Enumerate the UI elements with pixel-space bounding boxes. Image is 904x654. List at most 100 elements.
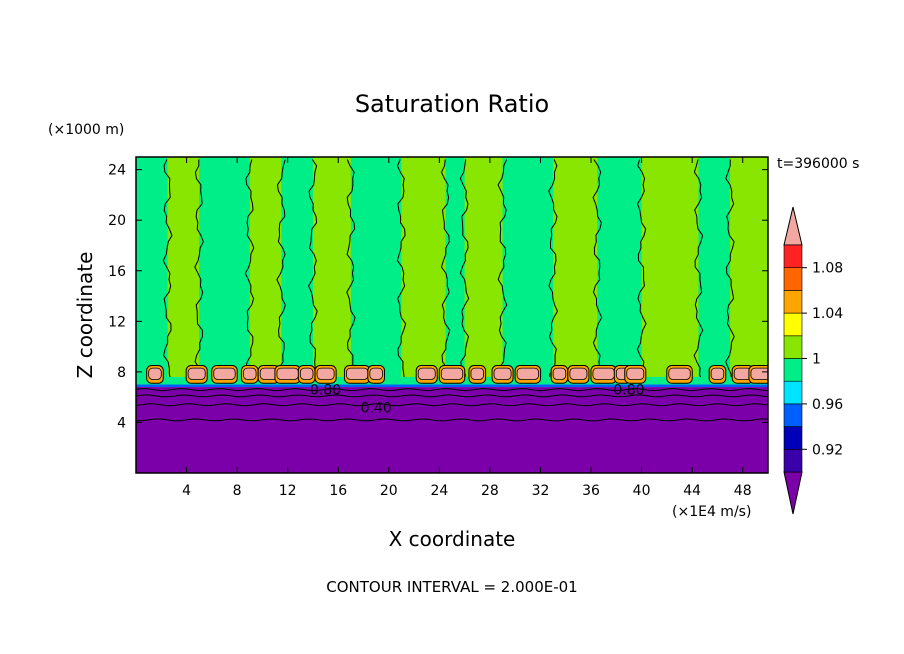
cloud-cell [316, 367, 335, 380]
x-tick-label: 20 [380, 483, 398, 499]
cloud-cell [710, 367, 725, 380]
colorbar-tick-label: 1.04 [812, 306, 843, 322]
contour-line [459, 159, 470, 388]
contour-line [276, 159, 286, 388]
cloud-cell [470, 367, 484, 380]
cloud-cell [417, 367, 436, 380]
colorbar-upper-triangle [783, 206, 803, 246]
field-column [312, 157, 352, 388]
cloud-cell [187, 367, 206, 380]
y-tick-label: 16 [108, 264, 126, 280]
cloud-cell [750, 367, 768, 380]
field-column [136, 157, 169, 388]
contour-label: 0.40 [361, 400, 392, 416]
cloud-cell [213, 367, 236, 380]
contour-line [592, 159, 603, 388]
x-axis-label: X coordinate [389, 527, 516, 551]
contour-line [194, 159, 204, 388]
x-tick-label: 28 [481, 483, 499, 499]
chart-title: Saturation Ratio [355, 90, 549, 118]
field-column [464, 157, 504, 388]
cloud-cell [299, 367, 314, 380]
cloud-cell [276, 367, 299, 380]
field-column [641, 157, 699, 388]
y-tick-label: 8 [117, 365, 126, 381]
contour-line [725, 159, 735, 388]
cloud-cell [552, 367, 567, 380]
colorbar-swatch [783, 335, 803, 359]
x-tick-label: 48 [734, 483, 752, 499]
x-unit-label: (×1E4 m/s) [672, 504, 751, 520]
colorbar-swatch [783, 290, 803, 314]
field-column [249, 157, 282, 388]
x-tick-label: 16 [329, 483, 347, 499]
y-tick-label: 24 [108, 163, 126, 179]
x-tick-label: 40 [633, 483, 651, 499]
colorbar-swatch [783, 403, 803, 427]
cloud-cell [592, 367, 615, 380]
cloud-cell [626, 367, 645, 380]
transition-band-base [136, 384, 768, 388]
contour-line [346, 159, 356, 388]
x-tick-label: 8 [233, 483, 242, 499]
y-tick-label: 12 [108, 314, 126, 330]
cloud-cell [346, 367, 369, 380]
colorbar-swatch [783, 267, 803, 291]
contour-labels: 0.80 0.40 0.80 [310, 383, 645, 417]
time-label: t=396000 s [777, 156, 859, 172]
colorbar-tick-label: 1 [812, 352, 821, 368]
cloud-cell [493, 367, 512, 380]
x-axis-ticks: 4 8 12 16 20 24 28 32 36 40 44 48 [182, 157, 752, 499]
field-column [167, 157, 200, 388]
field-column [597, 157, 643, 388]
cloud-cell [516, 367, 539, 380]
cloud-cell [148, 367, 162, 380]
plot-frame [135, 156, 769, 474]
contour-line [162, 159, 173, 388]
contour-line [136, 388, 768, 392]
x-tick-label: 44 [683, 483, 701, 499]
colorbar: 0.92 0.96 1 1.04 1.08 [783, 206, 843, 515]
contour-line [497, 159, 508, 388]
colorbar-tick-label: 0.92 [812, 442, 843, 458]
y-unit-label: (×1000 m) [48, 122, 124, 138]
lower-layer [136, 387, 768, 473]
field-column [730, 157, 768, 388]
field-column [445, 157, 466, 388]
contour-line [693, 159, 704, 388]
colorbar-tick-label: 1.08 [812, 261, 843, 277]
contour-interval-footer: CONTOUR INTERVAL = 2.000E-01 [326, 578, 577, 596]
y-tick-label: 4 [117, 415, 126, 431]
contour-line [396, 159, 407, 388]
x-tick-label: 36 [582, 483, 600, 499]
y-axis-ticks: 4 8 12 16 20 24 [108, 163, 768, 431]
contour-line [636, 159, 647, 388]
field-column [553, 157, 598, 388]
colorbar-tick-label: 0.96 [812, 397, 843, 413]
colorbar-lower-triangle [783, 471, 803, 515]
x-tick-label: 12 [279, 483, 297, 499]
field-column [199, 157, 251, 388]
field-column [502, 157, 554, 388]
x-tick-label: 24 [430, 483, 448, 499]
colorbar-swatch [783, 426, 803, 450]
y-tick-label: 20 [108, 213, 126, 229]
contour-line [136, 403, 768, 407]
y-axis-label: Z coordinate [73, 252, 97, 379]
contour-line [548, 159, 559, 388]
contour-line [308, 159, 318, 388]
field-column [401, 157, 447, 388]
colorbar-swatch [783, 358, 803, 382]
colorbar-swatch [783, 448, 803, 473]
cloud-cell [668, 367, 691, 380]
colorbar-swatch [783, 312, 803, 337]
cloud-cell [440, 367, 464, 380]
contour-field [136, 157, 768, 473]
contour-label: 0.80 [613, 383, 644, 399]
contour-line [440, 159, 451, 388]
colorbar-swatch [783, 244, 803, 269]
cloud-cell [569, 367, 588, 380]
field-column [350, 157, 402, 388]
contour-line [136, 418, 768, 422]
